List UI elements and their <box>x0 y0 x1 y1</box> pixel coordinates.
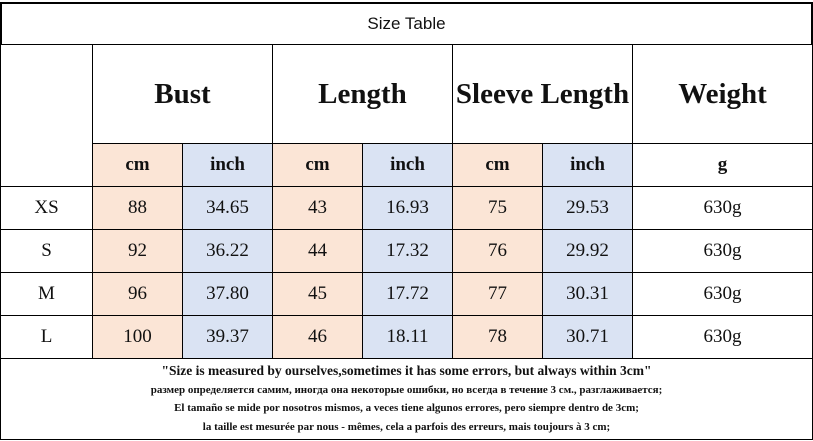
unit-header: cm <box>452 143 543 187</box>
notes-box: "Size is measured by ourselves,sometimes… <box>0 358 813 440</box>
size-value: 37.80 <box>182 272 273 316</box>
unit-header: inch <box>362 143 453 187</box>
size-value: 36.22 <box>182 229 273 273</box>
unit-header: g <box>632 143 813 187</box>
unit-header: cm <box>272 143 363 187</box>
size-value: 75 <box>452 186 543 230</box>
size-value: 46 <box>272 315 363 359</box>
size-value: 43 <box>272 186 363 230</box>
size-value: 18.11 <box>362 315 453 359</box>
size-label: L <box>0 315 93 359</box>
size-value: 96 <box>92 272 183 316</box>
note-line: размер определяется самим, иногда она не… <box>150 383 663 396</box>
note-line: El tamaño se mide por nosotros mismos, a… <box>174 402 639 414</box>
size-value: 88 <box>92 186 183 230</box>
note-line: la taille est mesurée par nous - mêmes, … <box>202 420 611 433</box>
size-label: M <box>0 272 93 316</box>
group-header: Bust <box>92 44 273 144</box>
size-value: 630g <box>632 229 813 273</box>
table-title: Size Table <box>0 2 813 45</box>
size-value: 29.53 <box>542 186 633 230</box>
size-value: 17.72 <box>362 272 453 316</box>
size-value: 77 <box>452 272 543 316</box>
group-header: Weight <box>632 44 813 144</box>
corner-cell <box>0 44 93 187</box>
size-value: 39.37 <box>182 315 273 359</box>
size-value: 78 <box>452 315 543 359</box>
note-line: "Size is measured by ourselves,sometimes… <box>161 363 652 378</box>
size-label: XS <box>0 186 93 230</box>
size-value: 100 <box>92 315 183 359</box>
size-value: 34.65 <box>182 186 273 230</box>
size-value: 29.92 <box>542 229 633 273</box>
size-value: 45 <box>272 272 363 316</box>
size-value: 76 <box>452 229 543 273</box>
size-value: 30.31 <box>542 272 633 316</box>
size-value: 630g <box>632 315 813 359</box>
size-value: 16.93 <box>362 186 453 230</box>
size-value: 92 <box>92 229 183 273</box>
size-value: 44 <box>272 229 363 273</box>
size-value: 630g <box>632 272 813 316</box>
group-header: Length <box>272 44 453 144</box>
size-value: 630g <box>632 186 813 230</box>
size-label: S <box>0 229 93 273</box>
size-value: 30.71 <box>542 315 633 359</box>
group-header: Sleeve Length <box>452 44 633 144</box>
size-value: 17.32 <box>362 229 453 273</box>
unit-header: inch <box>182 143 273 187</box>
unit-header: inch <box>542 143 633 187</box>
unit-header: cm <box>92 143 183 187</box>
